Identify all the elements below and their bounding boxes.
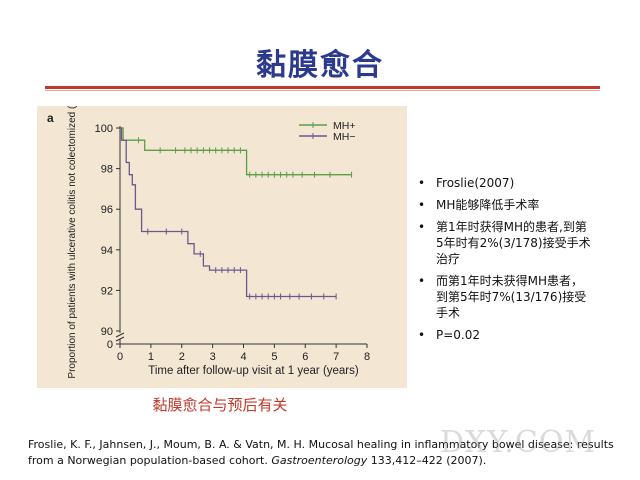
title-rule — [45, 86, 600, 89]
slide-title: 黏膜愈合 — [256, 48, 384, 83]
bullet-item: Froslie(2007) — [418, 175, 593, 191]
reference-tail: 133,412–422 (2007). — [367, 454, 487, 467]
y-tick-label: 94 — [101, 245, 113, 257]
title-rule-shadow — [45, 90, 600, 91]
bullet-item: 而第1年时未获得MH患者，到第5年时7%(13/176)接受手术 — [418, 273, 593, 321]
x-tick-label: 3 — [210, 351, 216, 363]
legend-label: MH− — [333, 131, 355, 143]
x-axis-title: Time after follow-up visit at 1 year (ye… — [148, 365, 359, 377]
bullet-item: 第1年时获得MH的患者,到第5年时有2%(3/178)接受手术治疗 — [418, 219, 593, 267]
y-tick-label: 96 — [101, 204, 113, 216]
series-line-mh-negative — [120, 127, 337, 298]
reference-citation: Froslie, K. F., Jahnsen, J., Moum, B. A.… — [28, 437, 628, 469]
y-tick-label: 0 — [107, 339, 113, 351]
x-tick-label: 7 — [333, 351, 339, 363]
x-tick-label: 6 — [302, 351, 308, 363]
series-line-mh-positive — [120, 127, 352, 176]
x-tick-label: 8 — [364, 351, 370, 363]
reference-text: Froslie, K. F., Jahnsen, J., Moum, B. A.… — [28, 438, 614, 467]
x-tick-label: 0 — [117, 351, 123, 363]
survival-chart: MH+MH− a 90 92 94 96 98 100 00 1 2 3 4 5 6 7 8 Time afte… — [47, 106, 370, 379]
legend-label: MH+ — [333, 120, 355, 132]
x-tick-label: 4 — [240, 351, 246, 363]
x-tick-label: 2 — [179, 351, 185, 363]
x-tick-label: 5 — [271, 351, 277, 363]
bullet-item: MH能够降低手术率 — [418, 197, 593, 213]
x-tick-label: 1 — [148, 351, 154, 363]
y-axis-title: Proportion of patients with ulcerative c… — [67, 106, 78, 379]
legend: MH+MH− — [299, 120, 355, 143]
figure-caption: 黏膜愈合与预后有关 — [152, 396, 288, 414]
y-tick-label: 98 — [101, 164, 113, 176]
bullet-list: Froslie(2007) MH能够降低手术率 第1年时获得MH的患者,到第5年… — [418, 175, 593, 349]
series-group — [120, 127, 353, 300]
reference-journal: Gastroenterology — [271, 454, 368, 467]
watermark: DXY.COM — [440, 425, 597, 460]
figure-panel: MH+ MH− a 90 92 94 96 98 100 0 0 1 2 3 4 5 6 7 8 Time afte… — [37, 106, 407, 388]
axes — [115, 126, 368, 348]
bullet-item: P=0.02 — [418, 327, 593, 343]
y-tick-label: 90 — [101, 326, 113, 338]
panel-label: a — [47, 111, 54, 125]
y-tick-label: 100 — [95, 123, 113, 135]
axis-labels: a 90 92 94 96 98 100 00 1 2 3 4 5 6 7 8 Time after follo… — [47, 106, 370, 379]
y-tick-label: 92 — [101, 285, 113, 297]
axis-break-mark — [115, 332, 125, 342]
